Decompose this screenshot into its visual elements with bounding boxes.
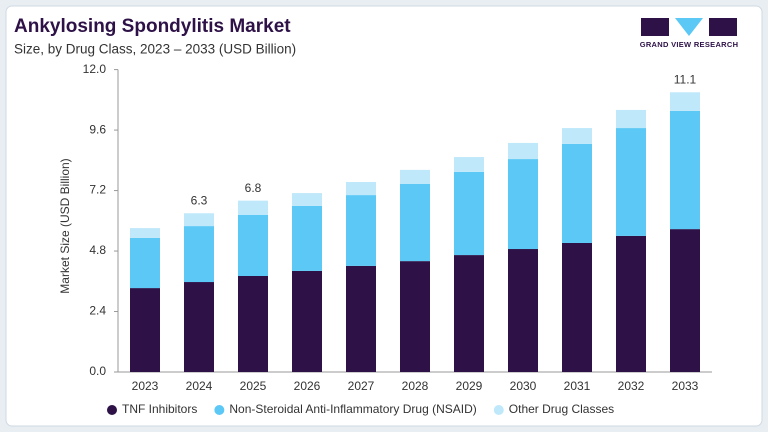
x-tick-label: 2023 [132,379,159,393]
bar-segment [184,213,214,227]
y-axis-label: Market Size (USD Billion) [58,158,72,293]
chart-subtitle: Size, by Drug Class, 2023 – 2033 (USD Bi… [14,42,296,57]
logo-block [709,18,737,36]
total-label: 6.8 [245,181,262,195]
legend-label: Other Drug Classes [509,402,614,416]
x-tick-label: 2025 [240,379,267,393]
brand: GRAND VIEW RESEARCH [640,40,739,49]
bar-segment [616,128,646,236]
bar-segment [238,275,268,372]
x-tick-label: 2032 [618,379,645,393]
bar-segment [346,195,376,266]
x-tick-label: 2033 [672,379,699,393]
bar-segment [130,228,160,238]
bar-segment [346,181,376,196]
bar-segment [616,235,646,372]
bar-segment [292,193,322,206]
total-label: 6.3 [191,193,208,207]
bar-segment [130,288,160,372]
bar-segment [562,143,592,243]
x-tick-label: 2027 [348,379,375,393]
x-tick-label: 2029 [456,379,483,393]
x-tick-label: 2024 [186,379,213,393]
bar-segment [400,184,430,262]
bar-segment [670,110,700,230]
logo-block [675,18,703,36]
bar-segment [346,265,376,372]
bar-segment [292,205,322,271]
bar-segment [562,128,592,144]
legend-swatch [107,405,117,415]
bar-segment [454,171,484,256]
bar-segment [508,142,538,160]
bar-segment [400,169,430,185]
bar-segment [238,200,268,216]
legend-swatch [493,405,504,415]
x-tick-label: 2030 [510,379,537,393]
y-tick-label: 2.4 [89,304,106,318]
bar-segment [454,157,484,172]
y-tick-label: 7.2 [89,183,106,197]
bar-segment [400,261,430,372]
bar-segment [508,249,538,372]
bar-segment [454,255,484,372]
bar-segment [130,237,160,289]
bar-segment [670,229,700,372]
y-tick-label: 4.8 [89,243,106,257]
chart-title: Ankylosing Spondylitis Market [14,16,291,37]
card [5,5,763,427]
bar-segment [292,270,322,372]
y-tick-label: 9.6 [89,122,106,136]
logo: GRAND VIEW RESEARCH [640,18,739,49]
x-tick-label: 2031 [564,379,591,393]
x-tick-label: 2028 [402,379,429,393]
bar-segment [184,282,214,372]
bar-segment [562,242,592,372]
legend-label: TNF Inhibitors [122,402,197,416]
legend-label: Non-Steroidal Anti-Inflammatory Drug (NS… [229,402,476,416]
x-tick-label: 2026 [294,379,321,393]
bar-segment [616,109,646,129]
bar-segment [670,92,700,111]
y-tick-label: 0.0 [89,364,106,378]
y-tick-label: 12.0 [83,62,107,76]
legend-swatch [214,405,225,415]
logo-block [641,18,669,36]
total-label: 11.1 [674,72,697,86]
bar-segment [184,226,214,283]
bar-segment [508,159,538,250]
bar-segment [238,215,268,276]
